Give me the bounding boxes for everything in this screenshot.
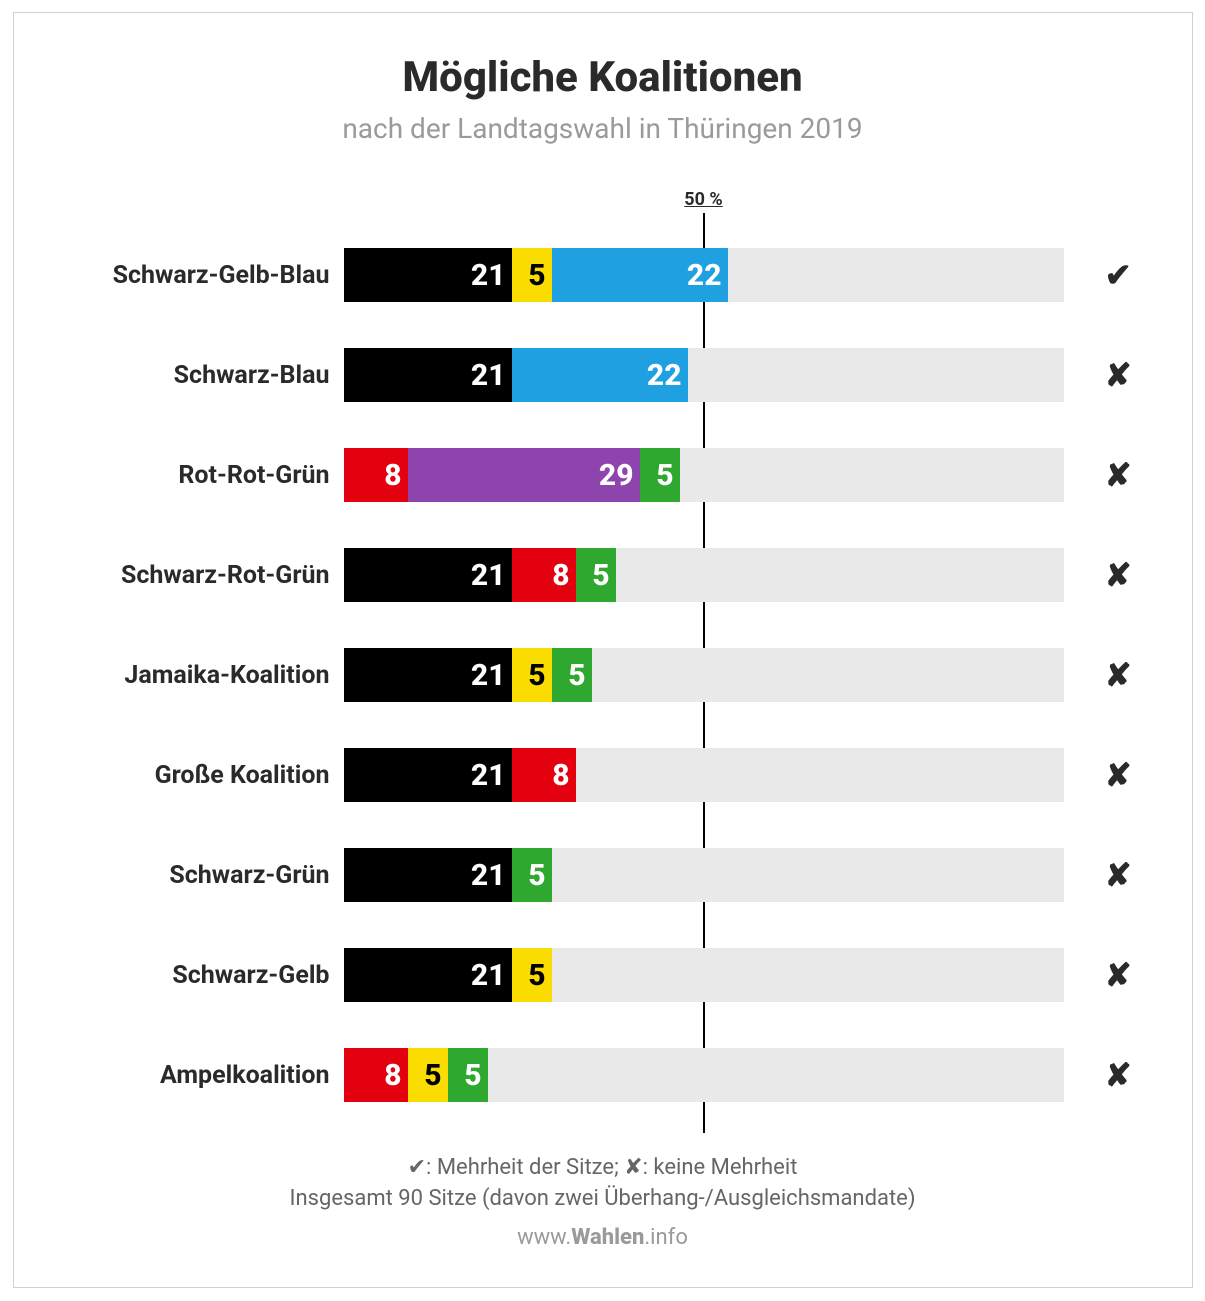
bar-segment: 21	[344, 748, 512, 802]
no-majority-cross-icon: ✘	[1064, 956, 1142, 994]
bar-segment: 29	[408, 448, 640, 502]
bar-segment: 21	[344, 848, 512, 902]
bar-segment: 22	[512, 348, 688, 402]
bar-segment: 5	[512, 248, 552, 302]
chart-area: 50 % Schwarz-Gelb-Blau21522✔Schwarz-Blau…	[64, 185, 1142, 1125]
coalition-row: Rot-Rot-Grün8295✘	[64, 425, 1142, 525]
coalition-label: Schwarz-Gelb-Blau	[64, 261, 344, 290]
chart-rows: Schwarz-Gelb-Blau21522✔Schwarz-Blau2122✘…	[64, 185, 1142, 1125]
bar-segment: 5	[448, 1048, 488, 1102]
chart-subtitle: nach der Landtagswahl in Thüringen 2019	[64, 112, 1142, 145]
bar-segment: 21	[344, 648, 512, 702]
bar-segment: 22	[552, 248, 728, 302]
coalition-label: Rot-Rot-Grün	[64, 461, 344, 490]
legend-line-2: Insgesamt 90 Sitze (davon zwei Überhang-…	[64, 1186, 1142, 1211]
coalition-row: Jamaika-Koalition2155✘	[64, 625, 1142, 725]
source-prefix: www.	[517, 1225, 571, 1250]
bar-segment: 21	[344, 548, 512, 602]
bar-track: 2122	[344, 348, 1064, 402]
no-majority-cross-icon: ✘	[1064, 356, 1142, 394]
no-majority-cross-icon: ✘	[1064, 656, 1142, 694]
coalition-row: Schwarz-Gelb-Blau21522✔	[64, 225, 1142, 325]
coalition-label: Ampelkoalition	[64, 1061, 344, 1090]
bar-track: 218	[344, 748, 1064, 802]
coalition-row: Ampelkoalition855✘	[64, 1025, 1142, 1125]
chart-title: Mögliche Koalitionen	[64, 53, 1142, 102]
coalition-row: Schwarz-Rot-Grün2185✘	[64, 525, 1142, 625]
coalition-row: Schwarz-Blau2122✘	[64, 325, 1142, 425]
bar-segment: 5	[512, 648, 552, 702]
bar-segment: 5	[512, 848, 552, 902]
bar-track: 855	[344, 1048, 1064, 1102]
no-majority-cross-icon: ✘	[1064, 556, 1142, 594]
bar-track: 2155	[344, 648, 1064, 702]
source-bold: Wahlen	[571, 1225, 644, 1250]
bar-track: 21522	[344, 248, 1064, 302]
bar-segment: 21	[344, 248, 512, 302]
bar-segment: 5	[408, 1048, 448, 1102]
coalition-label: Jamaika-Koalition	[64, 661, 344, 690]
bar-segment: 21	[344, 348, 512, 402]
coalition-row: Schwarz-Gelb215✘	[64, 925, 1142, 1025]
coalition-label: Große Koalition	[64, 761, 344, 790]
no-majority-cross-icon: ✘	[1064, 856, 1142, 894]
bar-segment: 5	[512, 948, 552, 1002]
bar-track: 8295	[344, 448, 1064, 502]
bar-segment: 5	[640, 448, 680, 502]
fifty-percent-label: 50 %	[684, 189, 722, 210]
chart-source: www.Wahlen.info	[64, 1225, 1142, 1250]
bar-segment: 8	[512, 748, 576, 802]
bar-segment: 5	[576, 548, 616, 602]
chart-frame: Mögliche Koalitionen nach der Landtagswa…	[13, 12, 1193, 1288]
coalition-label: Schwarz-Rot-Grün	[64, 561, 344, 590]
bar-segment: 21	[344, 948, 512, 1002]
chart-legend: ✔: Mehrheit der Sitze; ✘: keine Mehrheit…	[64, 1155, 1142, 1211]
coalition-label: Schwarz-Gelb	[64, 961, 344, 990]
bar-segment: 8	[344, 448, 408, 502]
no-majority-cross-icon: ✘	[1064, 756, 1142, 794]
bar-segment: 8	[344, 1048, 408, 1102]
majority-check-icon: ✔	[1064, 256, 1142, 294]
bar-track: 2185	[344, 548, 1064, 602]
bar-track: 215	[344, 948, 1064, 1002]
legend-line-1: ✔: Mehrheit der Sitze; ✘: keine Mehrheit	[64, 1155, 1142, 1180]
coalition-row: Große Koalition218✘	[64, 725, 1142, 825]
bar-track: 215	[344, 848, 1064, 902]
bar-segment: 5	[552, 648, 592, 702]
no-majority-cross-icon: ✘	[1064, 1056, 1142, 1094]
coalition-row: Schwarz-Grün215✘	[64, 825, 1142, 925]
coalition-label: Schwarz-Grün	[64, 861, 344, 890]
coalition-label: Schwarz-Blau	[64, 361, 344, 390]
no-majority-cross-icon: ✘	[1064, 456, 1142, 494]
bar-segment: 8	[512, 548, 576, 602]
source-suffix: .info	[644, 1225, 688, 1250]
